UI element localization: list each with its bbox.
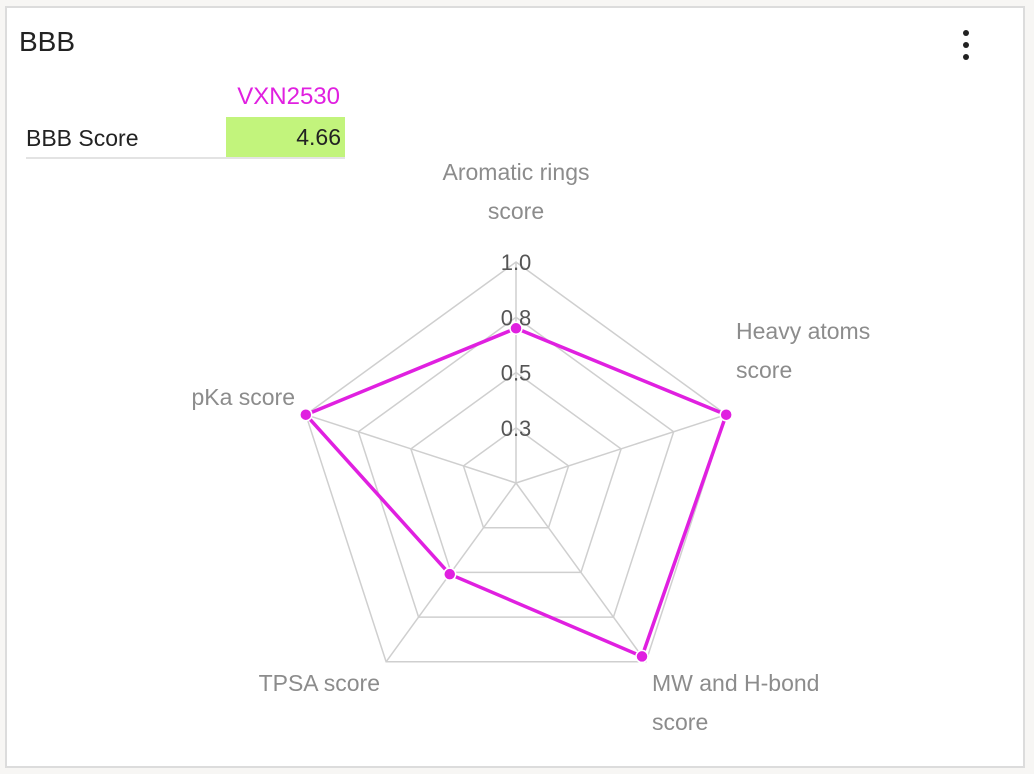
grid-ring: [357, 316, 675, 618]
tick-label: 1.0: [501, 250, 532, 275]
grid-spoke: [515, 482, 647, 663]
data-point: [635, 649, 649, 664]
grid-spoke: [515, 413, 727, 484]
axis-label: Aromatic rings score: [443, 159, 590, 224]
tick-label: 0.3: [501, 416, 532, 441]
data-point: [719, 407, 733, 422]
axis-label: MW and H-bond score: [652, 670, 819, 735]
data-point: [443, 567, 457, 581]
axis-label: pKa score: [191, 384, 295, 410]
data-point: [299, 407, 313, 422]
bbb-panel: [5, 6, 1025, 768]
tick-label: 0.5: [501, 361, 532, 386]
panel-title: BBB: [19, 26, 76, 57]
grid-ring: [410, 371, 622, 574]
axis-label: TPSA score: [259, 670, 380, 696]
data-point: [509, 321, 523, 336]
more-options-icon[interactable]: [958, 28, 974, 62]
grid-spoke: [305, 413, 517, 484]
grid-ring: [462, 426, 570, 529]
table-row: BBB Score 4.66: [26, 117, 345, 159]
compound-header: VXN2530: [237, 83, 340, 110]
axis-label: Heavy atoms score: [736, 318, 870, 383]
series-line: [304, 326, 728, 659]
row-value: 4.66: [226, 117, 345, 157]
row-label: BBB Score: [26, 125, 139, 151]
grid-ring: [304, 261, 728, 663]
